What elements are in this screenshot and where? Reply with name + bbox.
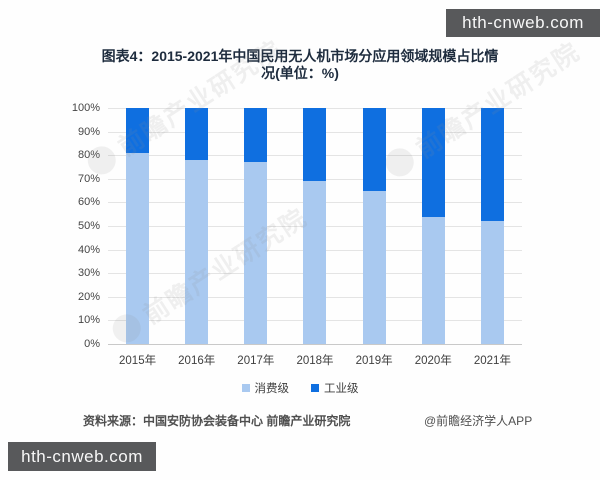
- legend-swatch-icon: [311, 384, 319, 392]
- stacked-bar-2017年: [244, 108, 268, 344]
- watermark-top-text: hth-cnweb.com: [462, 13, 584, 32]
- bar-segment-消费级: [185, 159, 209, 344]
- y-tick-label: 30%: [77, 267, 100, 280]
- bar-column: [108, 108, 167, 344]
- bar-segment-工业级: [126, 108, 150, 153]
- stacked-bar-2018年: [303, 108, 327, 344]
- gridline: [108, 344, 522, 345]
- x-tick-label: 2019年: [355, 355, 393, 367]
- bar-segment-工业级: [480, 108, 504, 222]
- bar-column: [226, 108, 285, 344]
- stacked-bar-2016年: [185, 108, 209, 344]
- legend: 消费级 工业级: [0, 380, 600, 396]
- legend-label: 消费级: [254, 383, 290, 395]
- chart-title-line1: 图表4：2015-2021年中国民用无人机市场分应用领域规模占比情: [101, 48, 499, 64]
- stacked-bar-2015年: [126, 108, 150, 344]
- bar-column: [167, 108, 226, 344]
- credit-note: @前瞻经济学人APP: [424, 414, 533, 428]
- bar-segment-工业级: [362, 108, 386, 191]
- watermark-bottom-badge: hth-cnweb.com: [8, 442, 156, 471]
- y-tick-label: 20%: [77, 290, 100, 303]
- bar-segment-消费级: [244, 162, 268, 344]
- watermark-top-badge: hth-cnweb.com: [446, 9, 600, 37]
- bar-segment-工业级: [303, 108, 327, 182]
- bar-segment-消费级: [362, 190, 386, 344]
- x-tick-label: 2021年: [473, 355, 511, 367]
- chart-title: 图表4：2015-2021年中国民用无人机市场分应用领域规模占比情 况(单位：%…: [0, 48, 600, 82]
- y-tick-label: 50%: [77, 220, 100, 232]
- chart-title-line2: 况(单位：%): [261, 65, 339, 81]
- bar-column: [285, 108, 344, 344]
- watermark-bottom-text: hth-cnweb.com: [21, 446, 143, 466]
- y-tick-label: 10%: [77, 314, 100, 327]
- x-tick-label: 2020年: [414, 355, 452, 367]
- y-tick-label: 60%: [77, 196, 100, 209]
- stacked-bar-2021年: [480, 108, 504, 344]
- y-tick-label: 90%: [77, 125, 100, 138]
- stacked-bar-2020年: [421, 108, 445, 344]
- bar-segment-工业级: [421, 108, 445, 217]
- bar-column: [345, 108, 404, 344]
- x-axis-labels: 2015年 2016年 2017年 2018年 2019年 2020年 2021年: [108, 352, 522, 368]
- x-tick-label: 2018年: [296, 355, 334, 367]
- y-tick-label: 70%: [77, 172, 100, 185]
- bar-column: [404, 108, 463, 344]
- y-tick-label: 100%: [71, 102, 100, 114]
- source-note: 资料来源：中国安防协会装备中心 前瞻产业研究院: [83, 414, 351, 428]
- bar-segment-工业级: [244, 108, 268, 163]
- bar-segment-消费级: [303, 181, 327, 344]
- bar-column: [463, 108, 522, 344]
- y-tick-label: 0%: [84, 338, 100, 350]
- bars-container: [108, 108, 522, 344]
- bar-segment-工业级: [185, 108, 209, 160]
- stacked-bar-2019年: [362, 108, 386, 344]
- x-tick-label: 2017年: [237, 355, 275, 367]
- legend-label: 工业级: [324, 383, 359, 395]
- bar-segment-消费级: [421, 216, 445, 344]
- plot-area: 100% 90% 80% 70% 60% 50% 40% 30% 20% 10% 0%: [72, 102, 522, 350]
- y-tick-label: 40%: [77, 243, 100, 256]
- legend-item-工业级: 工业级: [311, 380, 359, 396]
- x-tick-label: 2016年: [178, 355, 216, 367]
- x-tick-label: 2015年: [119, 355, 157, 367]
- bar-segment-消费级: [126, 152, 150, 344]
- legend-swatch-icon: [241, 384, 250, 392]
- bar-segment-消费级: [480, 221, 504, 344]
- y-tick-label: 80%: [77, 149, 100, 162]
- legend-item-消费级: 消费级: [241, 380, 290, 396]
